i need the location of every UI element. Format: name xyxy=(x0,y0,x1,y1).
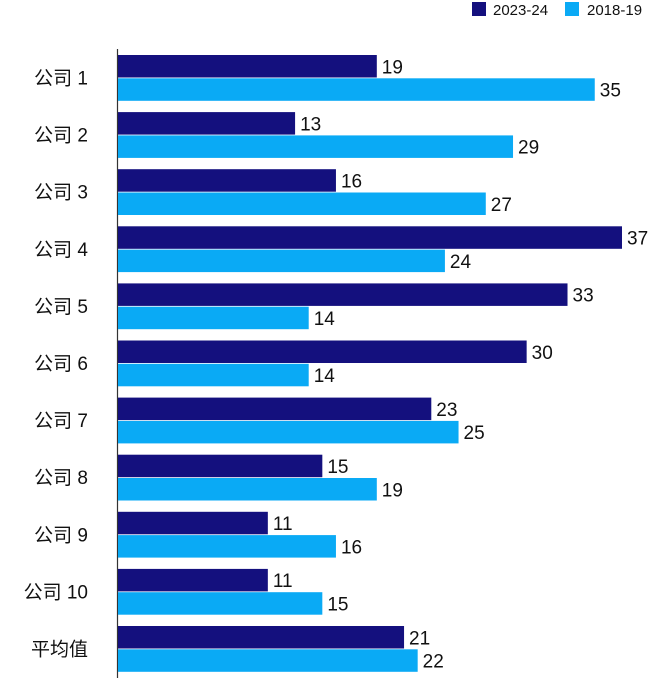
category-label: 公司 5 xyxy=(34,297,88,318)
bar-2023-24 xyxy=(118,511,268,535)
data-label-2023-24: 16 xyxy=(341,171,362,192)
data-label-2023-24: 33 xyxy=(573,286,594,307)
category-label: 平均值 xyxy=(31,639,88,661)
data-label-2018-19: 19 xyxy=(382,480,403,501)
bar-2018-19 xyxy=(118,192,486,215)
data-label-2018-19: 35 xyxy=(600,81,621,102)
data-label-2023-24: 11 xyxy=(273,514,293,535)
bar-2018-19 xyxy=(118,535,336,558)
data-label-2018-19: 14 xyxy=(314,366,336,387)
data-label-2018-19: 29 xyxy=(518,138,539,159)
legend-swatch-2018-19 xyxy=(565,2,579,16)
bar-2018-19 xyxy=(118,306,309,330)
bar-2023-24 xyxy=(118,626,405,649)
bar-2018-19 xyxy=(118,649,418,672)
category-label: 公司 7 xyxy=(34,411,88,432)
data-label-2018-19: 14 xyxy=(314,309,336,330)
bar-2023-24 xyxy=(118,283,568,306)
bar-2018-19 xyxy=(118,363,309,387)
data-label-2023-24: 30 xyxy=(532,343,553,364)
data-label-2023-24: 13 xyxy=(300,114,321,135)
bar-2023-24 xyxy=(118,55,377,78)
legend-label-2023-24: 2023-24 xyxy=(493,2,548,19)
data-label-2023-24: 21 xyxy=(409,628,430,649)
data-label-2023-24: 15 xyxy=(327,457,348,478)
data-label-2018-19: 15 xyxy=(327,594,348,615)
bar-2018-19 xyxy=(118,78,595,101)
category-label: 公司 4 xyxy=(34,240,88,261)
data-label-2018-19: 24 xyxy=(450,252,472,273)
bar-2023-24 xyxy=(118,454,323,478)
bar-2018-19 xyxy=(118,478,377,501)
category-label: 公司 3 xyxy=(34,183,88,204)
bar-2023-24 xyxy=(118,169,336,192)
data-label-2023-24: 23 xyxy=(436,400,457,421)
data-label-2018-19: 25 xyxy=(464,423,485,444)
category-label: 公司 1 xyxy=(34,69,88,90)
bar-2018-19 xyxy=(118,135,514,158)
bar-2018-19 xyxy=(118,249,445,273)
category-label: 公司 2 xyxy=(34,126,88,147)
category-label: 公司 9 xyxy=(34,525,88,546)
bar-2023-24 xyxy=(118,397,432,421)
legend: 2023-24 2018-19 xyxy=(472,2,642,19)
bar-2018-19 xyxy=(118,592,323,615)
category-label: 公司 6 xyxy=(34,354,88,375)
data-label-2018-19: 27 xyxy=(491,195,512,216)
data-label-2023-24: 19 xyxy=(382,57,403,78)
bar-2023-24 xyxy=(118,340,527,363)
data-label-2018-19: 22 xyxy=(423,652,444,673)
category-label: 公司 10 xyxy=(24,582,88,603)
bar-2023-24 xyxy=(118,568,268,592)
data-label-2018-19: 16 xyxy=(341,537,362,558)
data-label-2023-24: 37 xyxy=(627,229,648,250)
data-label-2023-24: 11 xyxy=(273,571,293,592)
bar-2023-24 xyxy=(118,226,622,249)
bars: 公司 1 19 35 公司 2 13 29 公司 3 16 27 公司 4 37 24 公司 5 33 14… xyxy=(24,55,648,673)
bar-2023-24 xyxy=(118,112,296,135)
category-label: 公司 8 xyxy=(34,468,88,489)
legend-swatch-2023-24 xyxy=(472,2,486,16)
legend-label-2018-19: 2018-19 xyxy=(587,2,642,19)
bar-2018-19 xyxy=(118,420,459,444)
